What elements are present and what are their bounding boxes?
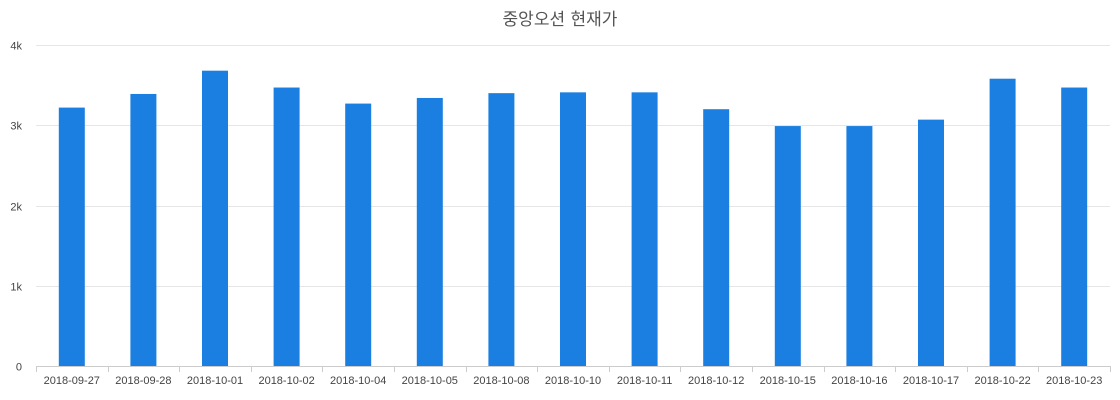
bar bbox=[273, 87, 300, 366]
x-tick-label: 2018-10-17 bbox=[903, 375, 959, 387]
bar bbox=[631, 92, 658, 366]
x-tick-label: 2018-10-11 bbox=[617, 375, 672, 387]
bar bbox=[1061, 87, 1088, 366]
x-tick-label: 2018-10-22 bbox=[974, 375, 1030, 387]
bar bbox=[846, 126, 873, 367]
x-tick-label: 2018-09-27 bbox=[44, 375, 100, 387]
bar bbox=[58, 107, 85, 366]
x-tick-label: 2018-10-23 bbox=[1046, 375, 1102, 387]
y-tick-label: 2k bbox=[10, 202, 22, 214]
bar bbox=[130, 93, 157, 366]
x-tick-label: 2018-10-05 bbox=[402, 375, 458, 387]
bar bbox=[345, 103, 372, 367]
y-tick-label: 4k bbox=[10, 41, 22, 53]
y-tick-label: 3k bbox=[10, 121, 22, 133]
y-tick-label: 1k bbox=[10, 282, 22, 294]
x-tick-label: 2018-10-02 bbox=[258, 375, 314, 387]
bar bbox=[703, 109, 730, 366]
bar bbox=[416, 97, 443, 366]
bar bbox=[918, 119, 944, 366]
x-tick-label: 2018-10-04 bbox=[330, 375, 386, 387]
x-axis-ticks: 2018-09-27 2018-09-28 2018-10-01 2018-10-02… bbox=[44, 375, 1103, 387]
bar bbox=[202, 70, 228, 367]
x-tick-label: 2018-10-12 bbox=[688, 375, 744, 387]
y-axis-ticks: 0 1k 2k 3k 4k bbox=[10, 41, 22, 374]
x-tick-label: 2018-10-10 bbox=[545, 375, 601, 387]
x-axis bbox=[36, 366, 1111, 372]
x-tick-label: 2018-10-16 bbox=[831, 375, 887, 387]
bar bbox=[488, 93, 515, 367]
bar bbox=[560, 92, 586, 366]
bar bbox=[989, 78, 1016, 366]
bar bbox=[774, 126, 801, 367]
y-tick-label: 0 bbox=[16, 362, 22, 374]
x-tick-label: 2018-10-08 bbox=[473, 375, 529, 387]
x-tick-label: 2018-10-01 bbox=[187, 375, 243, 387]
chart-title: 중앙오션 현재가 bbox=[502, 10, 618, 30]
bars bbox=[58, 70, 1088, 367]
x-tick-label: 2018-10-15 bbox=[760, 375, 816, 387]
x-tick-label: 2018-09-28 bbox=[115, 375, 171, 387]
